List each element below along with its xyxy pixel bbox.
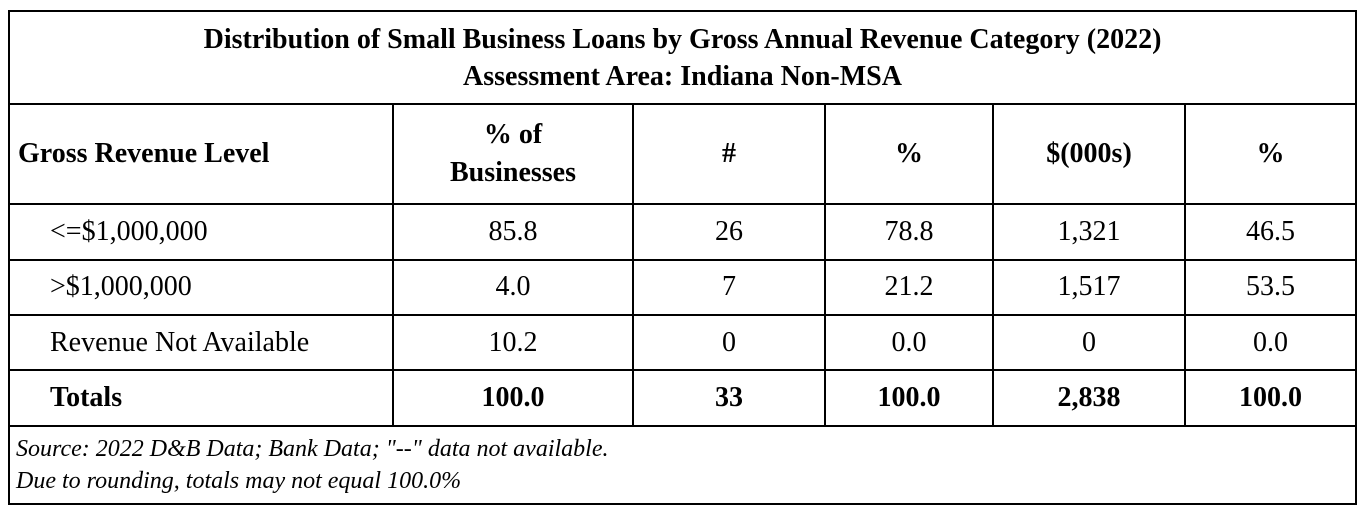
cell-pct-dollars: 0.0 <box>1183 313 1358 372</box>
header-count: # <box>632 103 826 206</box>
cell-level: Revenue Not Available <box>8 313 394 372</box>
table-title: Distribution of Small Business Loans by … <box>7 9 1358 106</box>
loans-by-revenue-table: Distribution of Small Business Loans by … <box>7 9 1358 506</box>
cell-dollars: 0 <box>992 313 1186 372</box>
totals-label: Totals <box>8 369 394 427</box>
cell-pct-businesses: 10.2 <box>392 313 634 372</box>
totals-dollars: 2,838 <box>992 369 1186 427</box>
cell-count: 7 <box>632 258 826 316</box>
cell-pct-count: 78.8 <box>824 203 994 261</box>
header-gross-revenue-level: Gross Revenue Level <box>8 103 394 206</box>
source-note: Source: 2022 D&B Data; Bank Data; "--" d… <box>16 435 609 462</box>
totals-count: 33 <box>632 369 826 427</box>
header-pct-businesses-line2: Businesses <box>449 157 577 189</box>
header-dollars: $(000s) <box>992 103 1186 206</box>
cell-dollars: 1,321 <box>992 203 1186 261</box>
header-pct-dollars: % <box>1183 103 1358 206</box>
rounding-note: Due to rounding, totals may not equal 10… <box>16 467 462 494</box>
cell-count: 26 <box>632 203 826 261</box>
table-row: Revenue Not Available 10.2 0 0.0 0 0.0 <box>8 313 1358 372</box>
header-pct-businesses: % of Businesses <box>392 103 634 206</box>
cell-pct-businesses: 4.0 <box>392 258 634 316</box>
header-row: Gross Revenue Level % of Businesses # % … <box>8 103 1358 206</box>
totals-pct-dollars: 100.0 <box>1183 369 1358 427</box>
cell-pct-count: 21.2 <box>824 258 994 316</box>
header-pct-businesses-line1: % of <box>483 119 543 151</box>
cell-level: <=$1,000,000 <box>8 203 394 261</box>
totals-row: Totals 100.0 33 100.0 2,838 100.0 <box>8 369 1358 427</box>
table-row: <=$1,000,000 85.8 26 78.8 1,321 46.5 <box>8 203 1358 261</box>
cell-pct-dollars: 46.5 <box>1183 203 1358 261</box>
table-row: >$1,000,000 4.0 7 21.2 1,517 53.5 <box>8 258 1358 316</box>
cell-pct-dollars: 53.5 <box>1183 258 1358 316</box>
cell-level: >$1,000,000 <box>8 258 394 316</box>
cell-pct-count: 0.0 <box>824 313 994 372</box>
totals-pct-count: 100.0 <box>824 369 994 427</box>
table-title-line1: Distribution of Small Business Loans by … <box>203 23 1162 55</box>
cell-count: 0 <box>632 313 826 372</box>
table-notes: Source: 2022 D&B Data; Bank Data; "--" d… <box>7 424 1358 506</box>
table-title-line2: Assessment Area: Indiana Non-MSA <box>463 60 902 92</box>
header-pct-count: % <box>824 103 994 206</box>
cell-pct-businesses: 85.8 <box>392 203 634 261</box>
totals-pct-businesses: 100.0 <box>392 369 634 427</box>
cell-dollars: 1,517 <box>992 258 1186 316</box>
